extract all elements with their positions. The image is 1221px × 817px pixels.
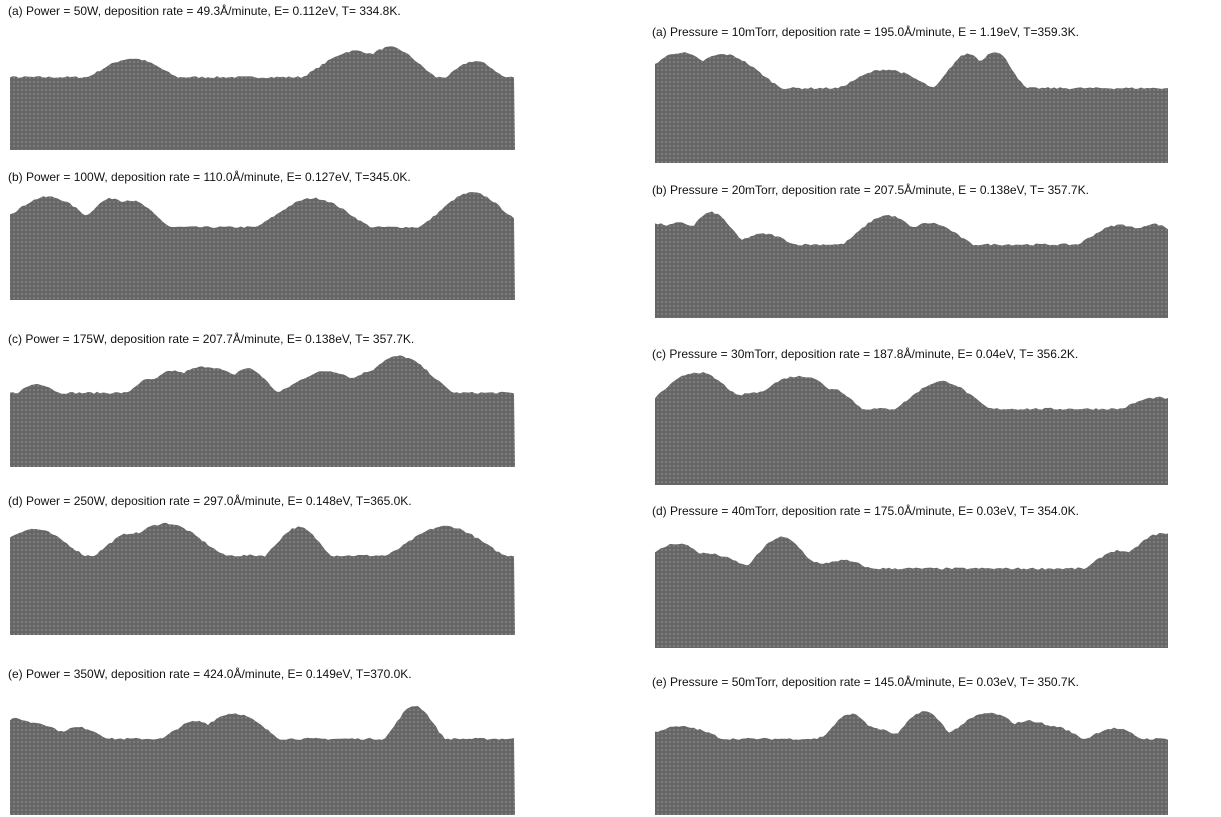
caption: (b) Pressure = 20mTorr, deposition rate … bbox=[652, 182, 1089, 197]
figure: (a) Power = 50W, deposition rate = 49.3Å… bbox=[0, 0, 1221, 817]
caption: (e) Pressure = 50mTorr, deposition rate … bbox=[652, 674, 1079, 689]
film-image bbox=[10, 706, 515, 815]
caption: (a) Pressure = 10mTorr, deposition rate … bbox=[652, 24, 1079, 39]
caption: (a) Power = 50W, deposition rate = 49.3Å… bbox=[8, 3, 401, 18]
caption: (c) Power = 175W, deposition rate = 207.… bbox=[8, 331, 414, 346]
film-image bbox=[10, 192, 515, 300]
film-image bbox=[10, 355, 515, 467]
caption: (e) Power = 350W, deposition rate = 424.… bbox=[8, 666, 412, 681]
caption: (b) Power = 100W, deposition rate = 110.… bbox=[8, 169, 411, 184]
film-image bbox=[10, 46, 515, 150]
film-image bbox=[655, 52, 1168, 163]
film-image bbox=[10, 523, 515, 635]
caption: (d) Power = 250W, deposition rate = 297.… bbox=[8, 493, 412, 508]
film-image bbox=[655, 372, 1168, 485]
caption: (c) Pressure = 30mTorr, deposition rate … bbox=[652, 346, 1078, 361]
caption: (d) Pressure = 40mTorr, deposition rate … bbox=[652, 503, 1079, 518]
film-image bbox=[655, 211, 1168, 318]
film-image bbox=[655, 533, 1168, 648]
film-image bbox=[655, 711, 1168, 815]
